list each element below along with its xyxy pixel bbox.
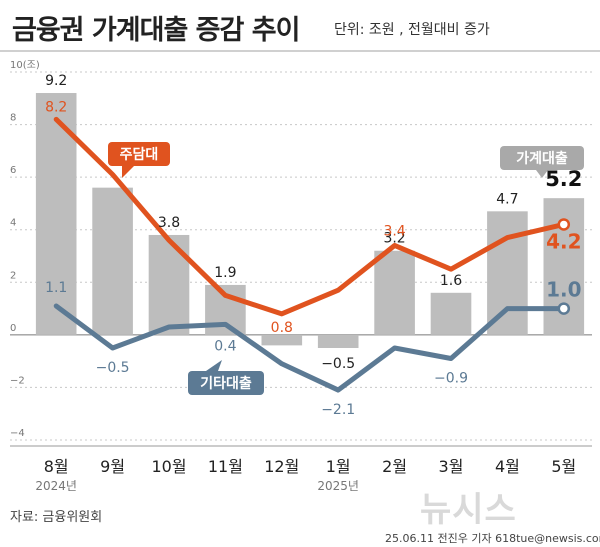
bar-5 — [261, 334, 303, 346]
y-tick-label: 6 — [10, 165, 16, 176]
mortgage-end-point — [557, 218, 571, 231]
mortgage-value-label: 8.2 — [45, 99, 67, 115]
mortgage-value-label: 0.8 — [271, 320, 293, 336]
other-loans-end-point — [557, 302, 571, 315]
y-tick-label: 8 — [10, 113, 16, 124]
unit-note: 단위: 조원 , 전월대비 증가 — [334, 22, 490, 38]
bar-value-label: 3.2 — [383, 231, 405, 247]
other-loans-value-label: 1.0 — [546, 278, 581, 302]
mortgage-value-label: 3.4 — [383, 223, 405, 239]
other-loans-value-label: −0.5 — [96, 360, 130, 376]
bar-value-label: 3.8 — [158, 215, 180, 231]
x-tick-label: 3월 — [439, 457, 464, 476]
chart-header: 금융권 가계대출 증감 추이 단위: 조원 , 전월대비 증가 — [0, 0, 600, 50]
bar-1 — [35, 93, 77, 335]
mortgage-value-label: 4.2 — [546, 229, 581, 253]
year-label: 2025년 — [317, 479, 359, 493]
bar-8 — [430, 292, 472, 335]
header-divider — [0, 50, 600, 52]
y-tick-label: 10(조) — [10, 60, 40, 71]
series-tag-pointer — [536, 170, 548, 178]
bar-value-label: 4.7 — [496, 191, 518, 207]
x-tick-label: 8월 — [44, 457, 69, 476]
chart-title: 금융권 가계대출 증감 추이 — [12, 15, 300, 46]
other-loans-value-label: −0.9 — [434, 371, 468, 387]
bar-9 — [487, 211, 528, 335]
bar-value-label: 1.6 — [440, 273, 462, 289]
mortgage-line — [53, 116, 567, 317]
other-loans-line — [53, 303, 567, 393]
series-tag-pointer — [206, 360, 222, 371]
year-label: 2024년 — [35, 479, 77, 493]
bar-3 — [148, 234, 190, 335]
series-tag-box — [500, 146, 584, 170]
series-tag-label: 기타대출 — [200, 375, 252, 392]
newsis-logo: 뉴시스 — [420, 490, 517, 530]
series-tag-label: 가계대출 — [516, 150, 568, 167]
x-tick-label: 5월 — [551, 457, 576, 476]
bar-value-label: 5.2 — [545, 167, 582, 191]
x-tick-label: 12월 — [264, 457, 299, 476]
other-loans-value-label: 0.4 — [214, 338, 236, 354]
bar-2 — [92, 187, 133, 335]
x-tick-label: 1월 — [326, 457, 351, 476]
y-tick-label: −4 — [10, 428, 25, 439]
series-tag-label: 주담대 — [120, 146, 159, 163]
series-tag-pointer — [122, 166, 134, 178]
bar-6 — [317, 334, 359, 348]
source-note: 자료: 금융위원회 — [10, 510, 103, 525]
series-tag-box — [188, 371, 264, 395]
y-tick-label: 2 — [10, 270, 16, 281]
bar-7 — [374, 250, 415, 335]
x-tick-label: 2월 — [382, 457, 407, 476]
other-loans-value-label: 1.1 — [45, 280, 67, 296]
credit-line: 25.06.11 전진우 기자 618tue@newsis.com — [385, 532, 600, 545]
y-tick-label: 0 — [10, 323, 16, 334]
bar-value-label: 9.2 — [45, 73, 67, 89]
x-tick-label: 4월 — [495, 457, 520, 476]
x-tick-label: 9월 — [100, 457, 125, 476]
series-tag-box — [108, 142, 170, 166]
bar-value-label: −0.5 — [321, 356, 355, 372]
y-tick-label: 4 — [10, 218, 16, 229]
y-tick-label: −2 — [10, 375, 25, 386]
bar-value-label: 1.9 — [214, 265, 236, 281]
x-tick-label: 11월 — [208, 457, 243, 476]
other-loans-value-label: −2.1 — [321, 402, 355, 418]
x-tick-label: 10월 — [151, 457, 186, 476]
